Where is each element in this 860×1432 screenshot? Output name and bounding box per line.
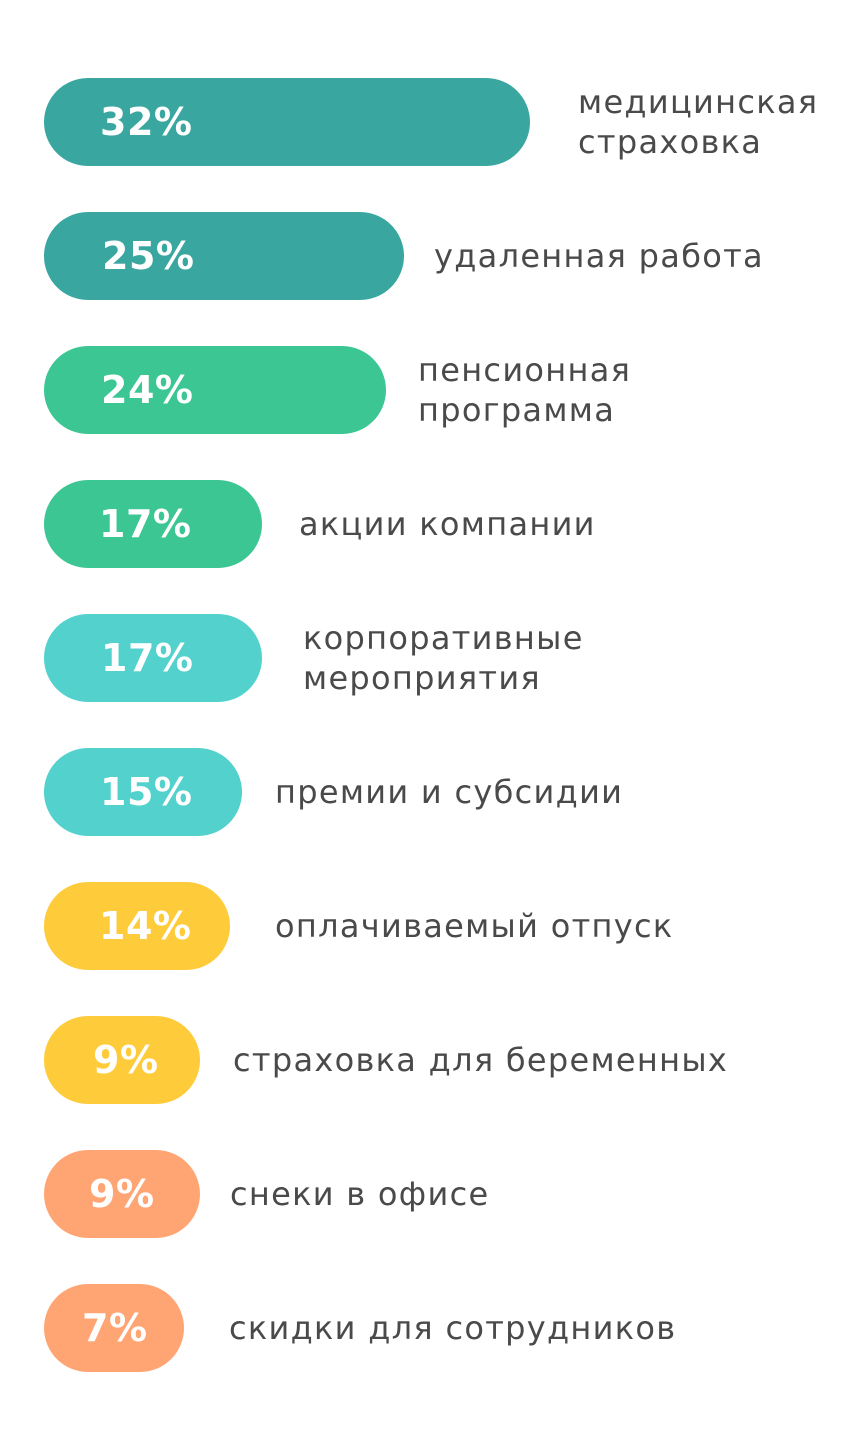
bar-row: 32% медицинская страховка (44, 78, 818, 166)
percent-value: 32% (100, 100, 193, 144)
bar-row: 7% скидки для сотрудников (44, 1284, 676, 1372)
bar: 9% (44, 1016, 200, 1104)
category-label: корпоративные мероприятия (303, 619, 584, 697)
percent-value: 24% (101, 368, 194, 412)
bar-row: 24% пенсионная программа (44, 346, 631, 434)
percent-value: 14% (99, 904, 192, 948)
bar-row: 14% оплачиваемый отпуск (44, 882, 674, 970)
bar: 32% (44, 78, 530, 166)
bar: 9% (44, 1150, 200, 1238)
bar: 15% (44, 748, 242, 836)
bar-row: 15% премии и субсидии (44, 748, 623, 836)
category-label: оплачиваемый отпуск (275, 907, 674, 945)
bar-row: 17% акции компании (44, 480, 596, 568)
category-label: медицинская страховка (578, 83, 819, 161)
bar: 7% (44, 1284, 184, 1372)
percent-value: 9% (93, 1038, 159, 1082)
bar: 17% (44, 614, 262, 702)
bar-row: 17% корпоративные мероприятия (44, 614, 584, 702)
category-label: удаленная работа (434, 237, 764, 275)
percent-value: 15% (100, 770, 193, 814)
percent-value: 17% (101, 636, 194, 680)
percent-value: 7% (82, 1306, 148, 1350)
category-label: скидки для сотрудников (229, 1309, 677, 1347)
bar: 14% (44, 882, 230, 970)
bar-row: 9% снеки в офисе (44, 1150, 489, 1238)
bar-row: 9% страховка для беременных (44, 1016, 728, 1104)
bar: 17% (44, 480, 262, 568)
category-label: снеки в офисе (230, 1175, 490, 1213)
percent-value: 25% (102, 234, 195, 278)
category-label: пенсионная программа (418, 351, 632, 429)
category-label: акции компании (299, 505, 596, 543)
bar: 25% (44, 212, 404, 300)
bar-row: 25% удаленная работа (44, 212, 764, 300)
percent-value: 9% (89, 1172, 155, 1216)
bar: 24% (44, 346, 386, 434)
category-label: страховка для беременных (233, 1041, 729, 1079)
category-label: премии и субсидии (275, 773, 624, 811)
percent-value: 17% (99, 502, 192, 546)
